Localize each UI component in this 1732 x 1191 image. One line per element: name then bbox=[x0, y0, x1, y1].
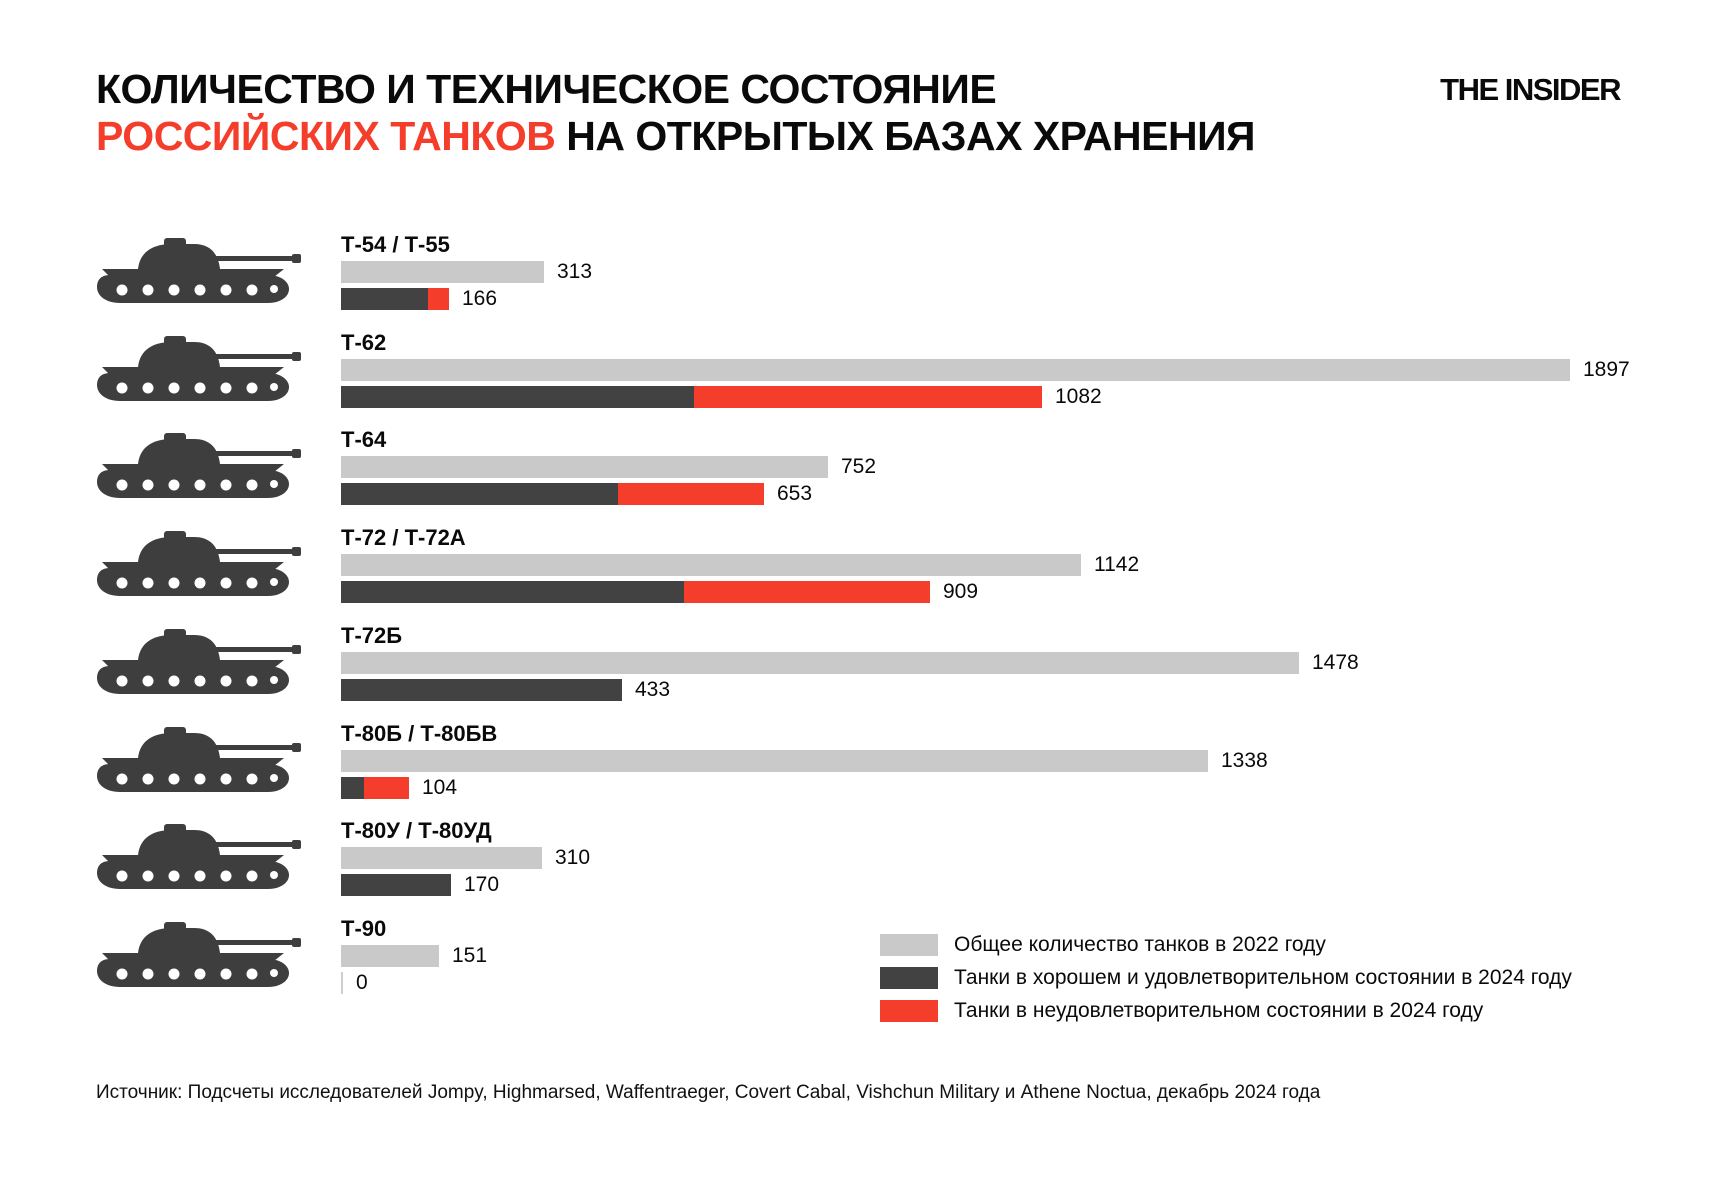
bar-stacked-2024 bbox=[341, 386, 1042, 408]
bar-stacked-2024 bbox=[341, 288, 449, 310]
tank-row: Т-72Б 1478 433 bbox=[0, 624, 1732, 720]
segment-good-condition bbox=[341, 581, 684, 603]
legend-label: Танки в неудовлетворительном состоянии в… bbox=[954, 998, 1484, 1022]
value-label-2022: 310 bbox=[555, 846, 591, 869]
segment-good-condition bbox=[341, 777, 364, 799]
bar-total-2022 bbox=[341, 456, 828, 478]
tank-row: Т-90 151 0 bbox=[0, 917, 1732, 1013]
legend-item-bad-2024: Танки в неудовлетворительном состоянии в… bbox=[880, 999, 1572, 1022]
tank-silhouette-icon bbox=[88, 333, 303, 409]
tank-model-label: Т-80У / Т-80УД bbox=[341, 818, 492, 843]
bar-total-2022 bbox=[341, 652, 1299, 674]
value-label-2022: 752 bbox=[841, 455, 877, 478]
value-label-2022: 1142 bbox=[1094, 553, 1140, 576]
bar-stacked-2024 bbox=[341, 483, 764, 505]
title-line-2-rest: НА ОТКРЫТЫХ БАЗАХ ХРАНЕНИЯ bbox=[555, 113, 1256, 159]
value-label-2024: 1082 bbox=[1055, 385, 1102, 408]
segment-bad-condition bbox=[684, 581, 930, 603]
value-label-2022: 313 bbox=[557, 260, 593, 283]
tank-silhouette-icon bbox=[88, 724, 303, 800]
bar-total-2022 bbox=[341, 750, 1208, 772]
legend-swatch-good-2024 bbox=[880, 966, 938, 989]
tank-silhouette-icon bbox=[88, 430, 303, 506]
source-note: Источник: Подсчеты исследователей Jompy,… bbox=[96, 1082, 1321, 1103]
bar-total-2022 bbox=[341, 261, 544, 283]
bar-stacked-2024 bbox=[341, 777, 409, 799]
legend: Общее количество танков в 2022 году Танк… bbox=[880, 933, 1572, 1032]
bar-total-2022 bbox=[341, 359, 1570, 381]
value-label-2024: 909 bbox=[943, 580, 979, 603]
tank-model-label: Т-62 bbox=[341, 330, 387, 355]
tank-silhouette-icon bbox=[88, 919, 303, 995]
legend-label: Танки в хорошем и удовлетворительном сос… bbox=[954, 965, 1572, 989]
segment-good-condition bbox=[341, 874, 451, 896]
tank-silhouette-icon bbox=[88, 528, 303, 604]
bar-stacked-2024 bbox=[341, 581, 930, 603]
tank-row: Т-54 / Т-55 313 166 bbox=[0, 233, 1732, 329]
value-label-2024: 0 bbox=[356, 971, 368, 994]
tank-model-label: Т-72 / Т-72А bbox=[341, 525, 466, 550]
bar-stacked-2024 bbox=[341, 679, 622, 701]
bar-total-2022 bbox=[341, 847, 542, 869]
title-accent: РОССИЙСКИХ ТАНКОВ bbox=[96, 113, 556, 159]
value-label-2022: 1897 bbox=[1583, 358, 1630, 381]
bar-total-2022 bbox=[341, 945, 439, 967]
page-title: КОЛИЧЕСТВО И ТЕХНИЧЕСКОЕ СОСТОЯНИЕ РОССИ… bbox=[96, 66, 1256, 160]
tank-model-label: Т-90 bbox=[341, 916, 387, 941]
tank-row: Т-64 752 653 bbox=[0, 428, 1732, 524]
bar-total-2022 bbox=[341, 554, 1081, 576]
tank-silhouette-icon bbox=[88, 235, 303, 311]
the-insider-logo: THE INSIDER bbox=[1440, 72, 1621, 107]
bar-stacked-2024 bbox=[341, 972, 343, 994]
segment-bad-condition bbox=[364, 777, 409, 799]
value-label-2022: 1338 bbox=[1221, 749, 1268, 772]
tank-row: Т-80У / Т-80УД 310 170 bbox=[0, 819, 1732, 915]
title-line-2: РОССИЙСКИХ ТАНКОВ НА ОТКРЫТЫХ БАЗАХ ХРАН… bbox=[96, 113, 1256, 160]
legend-swatch-total-2022 bbox=[880, 933, 938, 956]
segment-good-condition bbox=[341, 483, 618, 505]
tank-silhouette-icon bbox=[88, 821, 303, 897]
segment-good-condition bbox=[341, 679, 622, 701]
tank-row: Т-62 1897 1082 bbox=[0, 331, 1732, 427]
tank-model-label: Т-64 bbox=[341, 427, 387, 452]
legend-item-total-2022: Общее количество танков в 2022 году bbox=[880, 933, 1572, 956]
legend-label: Общее количество танков в 2022 году bbox=[954, 932, 1326, 956]
value-label-2022: 151 bbox=[452, 944, 488, 967]
value-label-2024: 170 bbox=[464, 873, 500, 896]
segment-good-condition bbox=[341, 288, 428, 310]
segment-bad-condition bbox=[618, 483, 764, 505]
value-label-2024: 166 bbox=[462, 287, 498, 310]
bar-stacked-2024 bbox=[341, 874, 451, 896]
legend-item-good-2024: Танки в хорошем и удовлетворительном сос… bbox=[880, 966, 1572, 989]
title-line-1: КОЛИЧЕСТВО И ТЕХНИЧЕСКОЕ СОСТОЯНИЕ bbox=[96, 66, 997, 112]
value-label-2022: 1478 bbox=[1312, 651, 1359, 674]
legend-swatch-bad-2024 bbox=[880, 999, 938, 1022]
value-label-2024: 104 bbox=[422, 776, 458, 799]
tank-model-label: Т-72Б bbox=[341, 623, 403, 648]
value-label-2024: 433 bbox=[635, 678, 671, 701]
segment-bad-condition bbox=[694, 386, 1042, 408]
tank-model-label: Т-54 / Т-55 bbox=[341, 232, 450, 257]
tank-row: Т-72 / Т-72А 1142 909 bbox=[0, 526, 1732, 622]
tank-silhouette-icon bbox=[88, 626, 303, 702]
segment-bad-condition bbox=[428, 288, 449, 310]
tank-model-label: Т-80Б / Т-80БВ bbox=[341, 721, 498, 746]
value-label-2024: 653 bbox=[777, 482, 813, 505]
segment-good-condition bbox=[341, 386, 694, 408]
tank-row: Т-80Б / Т-80БВ 1338 104 bbox=[0, 722, 1732, 818]
